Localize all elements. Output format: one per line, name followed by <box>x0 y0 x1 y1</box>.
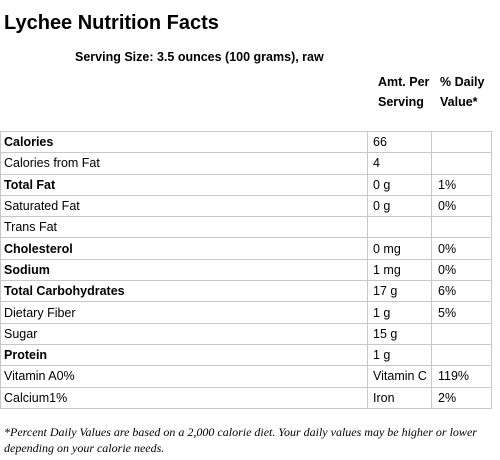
table-cell: 1 g <box>367 301 432 324</box>
table-cell <box>431 152 492 175</box>
table-row: Trans Fat <box>0 216 492 239</box>
table-cell: Cholesterol <box>0 237 368 260</box>
table-cell: Trans Fat <box>0 216 368 239</box>
table-row: Vitamin A0% Vitamin C 119% <box>0 365 492 388</box>
title: Lychee Nutrition Facts <box>4 12 219 34</box>
table-row: Cholesterol 0 mg 0% <box>0 237 492 260</box>
table-cell <box>431 216 492 239</box>
table-cell: Calories <box>0 130 368 154</box>
column-header: Amt. Per Serving <box>378 75 430 109</box>
table-cell: 0% <box>431 237 492 260</box>
table-cell: Dietary Fiber <box>0 301 368 324</box>
table-row: Total Fat 0 g 1% <box>0 173 492 196</box>
table-row: Calories from Fat 4 <box>0 152 492 175</box>
table-cell: Saturated Fat <box>0 194 368 218</box>
table-cell: Iron <box>367 386 432 409</box>
table-row: Total Carbohydrates 17 g 6% <box>0 280 492 303</box>
table-cell <box>431 343 492 367</box>
table-cell: 15 g <box>367 322 432 345</box>
table-cell: 0 g <box>367 194 432 218</box>
column-header: % Daily Value* <box>440 75 485 109</box>
table-cell <box>431 130 492 154</box>
table-cell <box>431 322 492 345</box>
table-cell: 119% <box>431 365 492 388</box>
table-cell: 4 <box>367 152 432 175</box>
table-cell: 0% <box>431 258 492 282</box>
serving-size: Serving Size: 3.5 ounces (100 grams), ra… <box>75 50 324 64</box>
table-cell: Total Carbohydrates <box>0 280 368 303</box>
table-cell: 17 g <box>367 280 432 303</box>
footnote: *Percent Daily Values are based on a 2,0… <box>4 425 477 455</box>
table-row: Protein 1 g <box>0 343 492 367</box>
table-cell: 0 g <box>367 173 432 196</box>
table-cell: 2% <box>431 386 492 409</box>
nutrition-table: Calories 66 Calories from Fat 4 Total Fat 0 g… <box>0 130 492 409</box>
table-cell: 0% <box>431 194 492 218</box>
table-row: Calories 66 <box>0 130 492 154</box>
table-cell: Sodium <box>0 258 368 282</box>
table-cell: 1% <box>431 173 492 196</box>
table-cell: 1 mg <box>367 258 432 282</box>
table-cell: 6% <box>431 280 492 303</box>
table-row: Dietary Fiber 1 g 5% <box>0 301 492 324</box>
table-cell: 66 <box>367 130 432 154</box>
table-cell: Vitamin A0% <box>0 365 368 388</box>
table-cell: 0 mg <box>367 237 432 260</box>
table-row: Calcium1% Iron 2% <box>0 386 492 409</box>
table-row: Saturated Fat 0 g 0% <box>0 194 492 218</box>
table-row: Sodium 1 mg 0% <box>0 258 492 282</box>
table-cell <box>367 216 432 239</box>
table-cell: 5% <box>431 301 492 324</box>
table-cell: Total Fat <box>0 173 368 196</box>
table-cell: Vitamin C <box>367 365 432 388</box>
table-cell: Protein <box>0 343 368 367</box>
table-cell: Calcium1% <box>0 386 368 409</box>
table-row: Sugar 15 g <box>0 322 492 345</box>
table-cell: 1 g <box>367 343 432 367</box>
table-cell: Calories from Fat <box>0 152 368 175</box>
table-cell: Sugar <box>0 322 368 345</box>
